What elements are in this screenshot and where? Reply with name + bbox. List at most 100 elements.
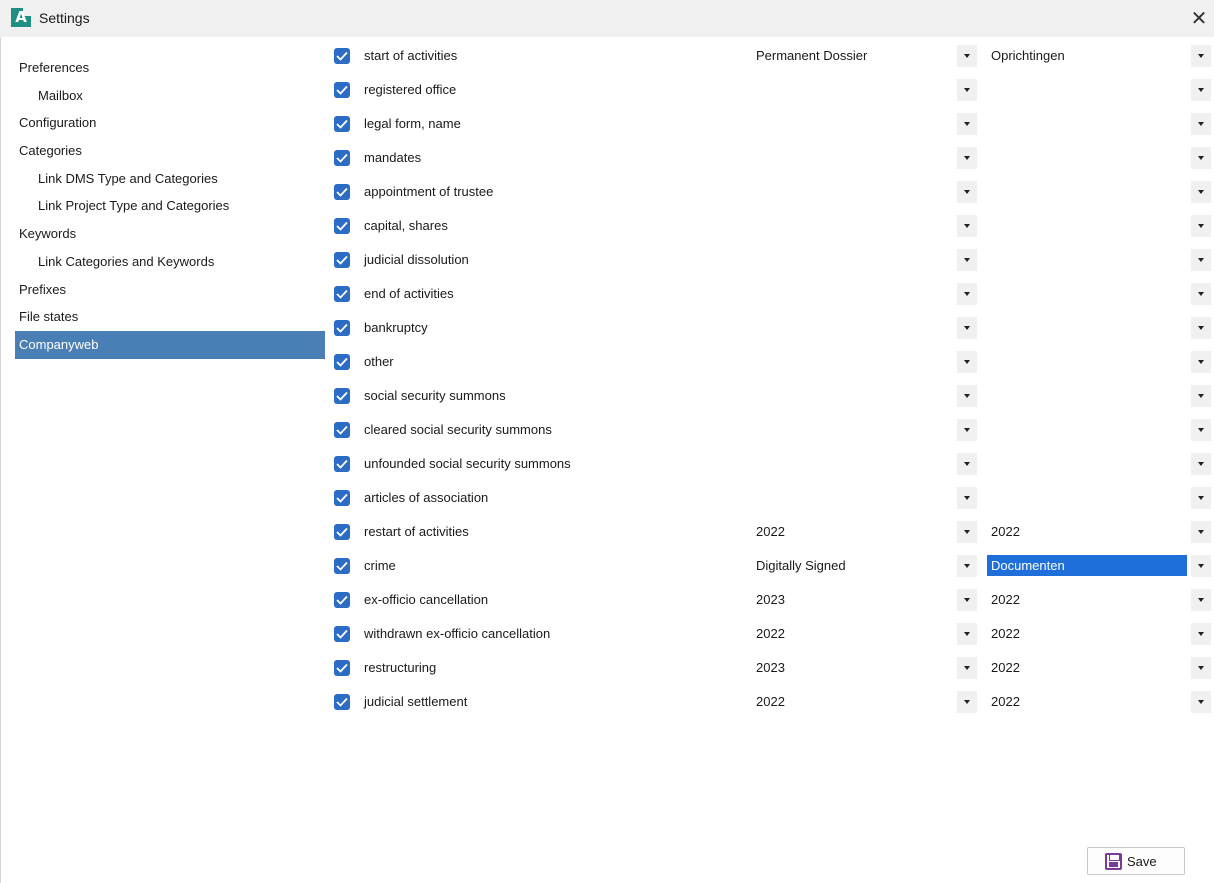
target-dossier-value[interactable]: 2022 — [756, 524, 785, 539]
target-category-dropdown[interactable] — [1191, 521, 1211, 543]
row-checkbox[interactable] — [334, 184, 350, 200]
row-checkbox[interactable] — [334, 524, 350, 540]
target-category-value[interactable] — [987, 147, 1187, 168]
target-dossier-dropdown[interactable] — [957, 385, 977, 407]
sidebar-item-link-project-type-and-categories[interactable]: Link Project Type and Categories — [38, 198, 230, 214]
target-dossier-dropdown[interactable] — [957, 283, 977, 305]
target-category-dropdown[interactable] — [1191, 113, 1211, 135]
sidebar-item-configuration[interactable]: Configuration — [19, 115, 97, 131]
target-dossier-value[interactable]: 2022 — [756, 626, 785, 641]
target-category-value[interactable]: Oprichtingen — [991, 48, 1065, 63]
target-category-dropdown[interactable] — [1191, 623, 1211, 645]
target-category-value[interactable]: 2022 — [991, 524, 1020, 539]
row-checkbox[interactable] — [334, 558, 350, 574]
target-category-dropdown[interactable] — [1191, 487, 1211, 509]
target-dossier-dropdown[interactable] — [957, 113, 977, 135]
target-category-dropdown[interactable] — [1191, 589, 1211, 611]
sidebar-item-prefixes[interactable]: Prefixes — [19, 281, 66, 297]
target-dossier-dropdown[interactable] — [957, 181, 977, 203]
target-dossier-dropdown[interactable] — [957, 623, 977, 645]
row-checkbox[interactable] — [334, 456, 350, 472]
target-category-dropdown[interactable] — [1191, 147, 1211, 169]
target-category-value[interactable]: Documenten — [987, 555, 1187, 576]
target-dossier-dropdown[interactable] — [957, 317, 977, 339]
target-category-dropdown[interactable] — [1191, 45, 1211, 67]
target-category-value[interactable] — [987, 249, 1187, 270]
target-dossier-dropdown[interactable] — [957, 79, 977, 101]
target-category-dropdown[interactable] — [1191, 453, 1211, 475]
target-category-value[interactable] — [987, 283, 1187, 304]
row-checkbox[interactable] — [334, 592, 350, 608]
target-category-dropdown[interactable] — [1191, 385, 1211, 407]
target-dossier-value[interactable]: 2023 — [756, 592, 785, 607]
target-dossier-dropdown[interactable] — [957, 487, 977, 509]
row-checkbox[interactable] — [334, 286, 350, 302]
target-dossier-value[interactable]: 2023 — [756, 660, 785, 675]
sidebar-item-file-states[interactable]: File states — [19, 309, 79, 325]
target-category-value[interactable]: 2022 — [991, 592, 1020, 607]
target-category-value[interactable] — [987, 113, 1187, 134]
target-dossier-dropdown[interactable] — [957, 521, 977, 543]
row-checkbox[interactable] — [334, 116, 350, 132]
sidebar-item-link-categories-and-keywords[interactable]: Link Categories and Keywords — [38, 253, 215, 269]
target-category-dropdown[interactable] — [1191, 317, 1211, 339]
target-dossier-value[interactable]: Digitally Signed — [756, 558, 846, 573]
sidebar-item-companyweb[interactable]: Companyweb — [15, 330, 325, 359]
row-checkbox[interactable] — [334, 694, 350, 710]
target-category-value[interactable] — [987, 317, 1187, 338]
target-category-dropdown[interactable] — [1191, 555, 1211, 577]
target-category-dropdown[interactable] — [1191, 215, 1211, 237]
target-category-dropdown[interactable] — [1191, 181, 1211, 203]
row-checkbox[interactable] — [334, 626, 350, 642]
target-category-value[interactable] — [987, 351, 1187, 372]
row-checkbox[interactable] — [334, 354, 350, 370]
row-checkbox[interactable] — [334, 252, 350, 268]
target-dossier-dropdown[interactable] — [957, 215, 977, 237]
target-dossier-dropdown[interactable] — [957, 419, 977, 441]
target-dossier-value[interactable]: Permanent Dossier — [756, 48, 868, 63]
target-category-value[interactable]: 2022 — [991, 626, 1020, 641]
target-category-value[interactable] — [987, 79, 1187, 100]
row-checkbox[interactable] — [334, 660, 350, 676]
target-dossier-dropdown[interactable] — [957, 555, 977, 577]
sidebar-item-link-dms-type-and-categories[interactable]: Link DMS Type and Categories — [38, 170, 218, 186]
target-category-value[interactable] — [987, 385, 1187, 406]
target-category-value[interactable]: 2022 — [991, 694, 1020, 709]
target-dossier-dropdown[interactable] — [957, 691, 977, 713]
target-dossier-dropdown[interactable] — [957, 351, 977, 373]
close-button[interactable]: ✕ — [1184, 0, 1214, 37]
target-category-dropdown[interactable] — [1191, 283, 1211, 305]
sidebar-item-keywords[interactable]: Keywords — [19, 226, 77, 242]
target-category-dropdown[interactable] — [1191, 351, 1211, 373]
sidebar-item-preferences[interactable]: Preferences — [19, 60, 90, 75]
target-dossier-dropdown[interactable] — [957, 45, 977, 67]
target-dossier-dropdown[interactable] — [957, 249, 977, 271]
sidebar-item-mailbox[interactable]: Mailbox — [38, 87, 83, 103]
target-category-dropdown[interactable] — [1191, 419, 1211, 441]
target-dossier-dropdown[interactable] — [957, 147, 977, 169]
row-checkbox[interactable] — [334, 48, 350, 64]
target-category-dropdown[interactable] — [1191, 657, 1211, 679]
row-checkbox[interactable] — [334, 218, 350, 234]
target-dossier-dropdown[interactable] — [957, 453, 977, 475]
row-checkbox[interactable] — [334, 320, 350, 336]
save-button[interactable]: Save — [1087, 847, 1185, 875]
target-dossier-value[interactable]: 2022 — [756, 694, 785, 709]
target-category-dropdown[interactable] — [1191, 79, 1211, 101]
target-category-value[interactable]: 2022 — [991, 660, 1020, 675]
target-category-value[interactable] — [987, 181, 1187, 202]
row-checkbox[interactable] — [334, 388, 350, 404]
sidebar-item-categories[interactable]: Categories — [19, 143, 82, 159]
row-checkbox[interactable] — [334, 82, 350, 98]
target-dossier-dropdown[interactable] — [957, 657, 977, 679]
row-checkbox[interactable] — [334, 150, 350, 166]
target-dossier-dropdown[interactable] — [957, 589, 977, 611]
target-category-value[interactable] — [987, 215, 1187, 236]
target-category-dropdown[interactable] — [1191, 691, 1211, 713]
row-checkbox[interactable] — [334, 422, 350, 438]
target-category-value[interactable] — [987, 419, 1187, 440]
row-checkbox[interactable] — [334, 490, 350, 506]
target-category-value[interactable] — [987, 453, 1187, 474]
target-category-dropdown[interactable] — [1191, 249, 1211, 271]
target-category-value[interactable] — [987, 487, 1187, 508]
